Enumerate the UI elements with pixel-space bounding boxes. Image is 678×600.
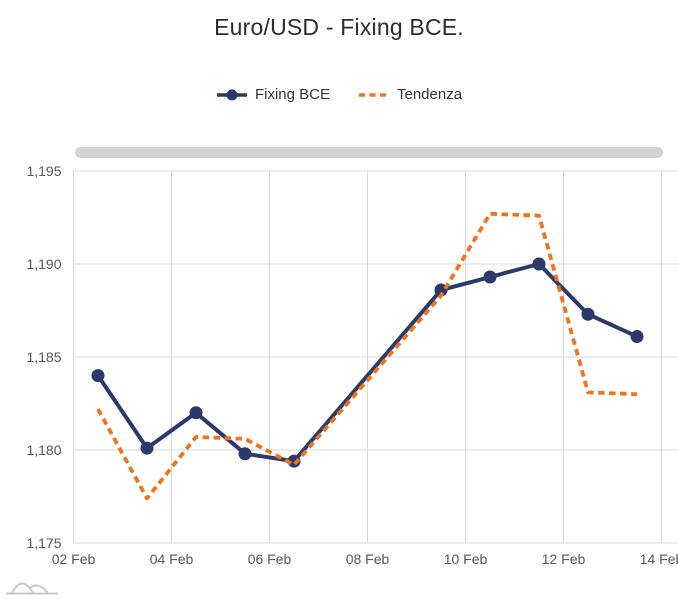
legend: Fixing BCE Tendenza <box>0 86 678 103</box>
legend-label-tendenza: Tendenza <box>396 86 463 103</box>
wave-logo-icon <box>6 582 58 595</box>
y-tick-label: 1,180 <box>26 442 61 458</box>
y-tick-label: 1,195 <box>26 163 61 179</box>
fixing-bce-point[interactable] <box>532 257 546 271</box>
x-tick-label: 10 Feb <box>444 551 488 567</box>
fixing-bce-point[interactable] <box>238 447 252 461</box>
x-tick-label: 08 Feb <box>346 551 390 567</box>
series-fixing-bce <box>91 257 644 468</box>
navigator-scrollbar[interactable] <box>75 147 663 158</box>
y-tick-label: 1,190 <box>26 256 61 272</box>
y-axis-labels: 1,175 1,180 1,185 1,190 1,195 <box>26 163 61 551</box>
dashed-line-icon <box>358 92 389 97</box>
x-tick-label: 14 Feb <box>640 551 678 567</box>
x-tick-label: 06 Feb <box>248 551 292 567</box>
fixing-bce-line <box>96 262 639 464</box>
y-tick-label: 1,185 <box>26 349 61 365</box>
fixing-bce-point[interactable] <box>91 369 105 383</box>
wave-logo-hill-big <box>11 582 34 594</box>
x-tick-label: 02 Feb <box>52 551 96 567</box>
fixing-bce-point[interactable] <box>287 454 301 468</box>
fixing-bce-point[interactable] <box>189 406 203 420</box>
gridlines <box>73 170 678 544</box>
legend-item-fixing-bce[interactable]: Fixing BCE <box>216 86 330 103</box>
solid-line-dot-icon <box>216 89 247 100</box>
fixing-bce-point[interactable] <box>630 330 644 344</box>
x-tick-label: 04 Feb <box>150 551 194 567</box>
fixing-bce-point[interactable] <box>581 307 595 321</box>
legend-item-tendenza[interactable]: Tendenza <box>358 86 462 103</box>
x-axis-labels: 02 Feb 04 Feb 06 Feb 08 Feb 10 Feb 12 Feb 14 F… <box>52 551 678 567</box>
x-tick-label: 12 Feb <box>542 551 586 567</box>
tendenza-line <box>96 211 638 501</box>
y-tick-label: 1,175 <box>26 535 61 551</box>
fixing-bce-point[interactable] <box>140 441 154 455</box>
legend-label-fixing-bce: Fixing BCE <box>254 86 330 103</box>
fixing-bce-point[interactable] <box>483 270 497 284</box>
chart-title: Euro/USD - Fixing BCE. <box>214 14 464 40</box>
series-tendenza <box>96 211 638 501</box>
